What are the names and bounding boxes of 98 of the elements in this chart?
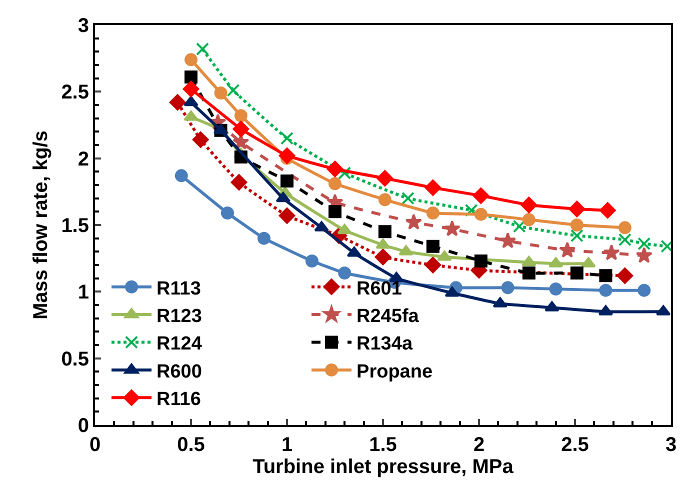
point [520, 196, 538, 214]
point [328, 205, 342, 218]
point [424, 180, 442, 196]
y-tick-label: 2 [78, 148, 89, 170]
y-tick-label: 0.5 [61, 348, 89, 370]
point [492, 297, 508, 308]
point [599, 269, 612, 282]
point [184, 96, 198, 106]
point [338, 166, 352, 180]
point [618, 221, 632, 234]
legend-label: R124 [156, 334, 202, 355]
point [280, 174, 294, 188]
point [192, 132, 209, 148]
point [618, 233, 632, 246]
point [638, 237, 651, 250]
point [570, 266, 584, 280]
point [437, 250, 452, 261]
legend-label: Propane [356, 361, 433, 382]
legend-label: R123 [156, 306, 202, 327]
point [169, 94, 186, 110]
point [474, 208, 488, 221]
point [378, 225, 392, 238]
point [230, 174, 248, 190]
x-tick-label: 2 [473, 434, 485, 456]
point [638, 284, 651, 297]
point [472, 188, 490, 204]
point [278, 208, 296, 224]
x-tick-label: 0.5 [177, 434, 205, 456]
point [257, 232, 270, 245]
point [599, 202, 616, 218]
point [184, 53, 198, 66]
point [522, 213, 536, 226]
point [196, 42, 210, 56]
point [603, 244, 620, 260]
point [499, 232, 516, 248]
y-tick-label: 1 [78, 282, 89, 304]
point [184, 70, 198, 84]
point [214, 86, 228, 100]
x-tick-label: 1.5 [369, 434, 397, 456]
point [544, 301, 560, 312]
point [184, 110, 198, 121]
point [280, 132, 294, 145]
point [568, 200, 586, 218]
point [522, 266, 536, 280]
y-axis-title: Mass flow rate, kg/s [30, 130, 52, 320]
legend-label: R245fa [356, 306, 420, 327]
point [401, 192, 414, 205]
point [570, 218, 584, 232]
point [226, 84, 240, 97]
y-tick-label: 2.5 [61, 82, 89, 104]
point [512, 220, 526, 233]
legend-label: R116 [156, 389, 201, 410]
point [444, 220, 460, 236]
legend-label: R601 [356, 278, 402, 300]
point [424, 256, 442, 274]
point [220, 206, 234, 220]
point [305, 254, 318, 268]
point [405, 214, 422, 230]
point [278, 148, 296, 164]
point [376, 170, 394, 186]
point [636, 246, 652, 263]
point [398, 245, 414, 256]
point [522, 256, 536, 266]
point [174, 169, 188, 182]
point [581, 257, 596, 268]
legend-label: R113 [156, 278, 201, 300]
x-tick-label: 3 [665, 434, 677, 456]
point [314, 221, 329, 232]
point [570, 229, 584, 242]
point [616, 268, 634, 284]
point [338, 266, 352, 280]
point [599, 284, 612, 297]
point [326, 160, 344, 178]
legend-label: R134a [356, 334, 413, 355]
point [474, 254, 488, 268]
point [464, 204, 478, 217]
point [182, 80, 200, 98]
point [276, 192, 291, 202]
point [444, 286, 460, 297]
point [337, 224, 352, 234]
point [559, 242, 576, 258]
point [374, 248, 392, 266]
x-axis-title: Turbine inlet pressure, MPa [252, 456, 514, 478]
point [501, 281, 514, 294]
x-tick-label: 1 [281, 434, 293, 456]
y-tick-label: 1.5 [61, 215, 89, 237]
point [376, 238, 390, 249]
y-tick-label: 3 [78, 15, 89, 37]
y-tick-label: 0 [78, 415, 89, 437]
x-tick-label: 2.5 [561, 434, 589, 456]
point [234, 109, 248, 122]
point [378, 193, 392, 206]
point [549, 282, 562, 296]
point [232, 120, 250, 138]
point [426, 206, 440, 220]
point [426, 240, 440, 253]
legend-label: R600 [156, 361, 202, 382]
point [328, 177, 342, 190]
